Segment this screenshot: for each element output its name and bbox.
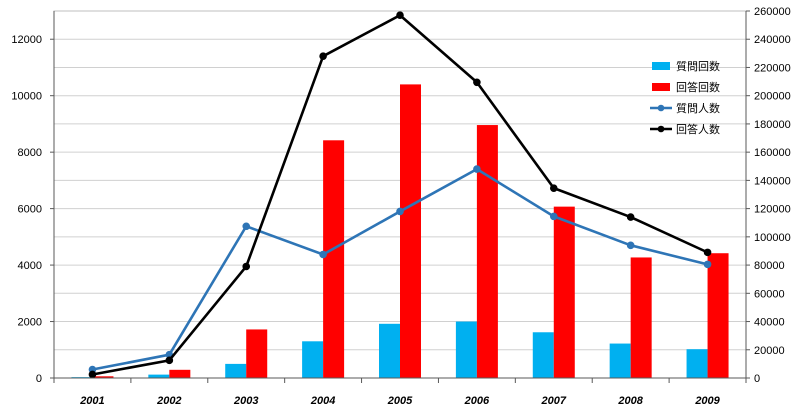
bar-series — [71, 84, 729, 379]
line-point — [473, 165, 481, 173]
bar — [553, 206, 575, 378]
y-right-tick-label: 200000 — [754, 91, 791, 103]
y-left-tick-label: 12000 — [11, 34, 42, 46]
line-point — [549, 184, 558, 192]
axes: 0200040006000800010000120000200004000060… — [11, 6, 790, 407]
line-point — [319, 52, 327, 60]
legend-label: 質問人数 — [676, 101, 720, 115]
y-right-tick-label: 140000 — [754, 175, 791, 187]
bar — [379, 323, 400, 378]
y-right-tick-label: 240000 — [754, 34, 791, 46]
bar — [246, 329, 268, 378]
line-point — [703, 260, 712, 269]
bar — [225, 363, 247, 378]
y-left-tick-label: 2000 — [18, 317, 42, 329]
x-tick-label: 2006 — [464, 395, 490, 407]
y-right-tick-label: 60000 — [754, 288, 785, 300]
bar — [400, 84, 421, 379]
legend-label: 回答回数 — [676, 80, 720, 94]
y-right-tick-label: 160000 — [754, 147, 791, 159]
bar — [476, 125, 498, 378]
bar — [148, 374, 170, 378]
bar — [92, 376, 114, 378]
line-series — [88, 11, 712, 379]
y-right-tick-label: 80000 — [754, 260, 785, 272]
y-right-tick-label: 180000 — [754, 119, 791, 131]
x-tick-label: 2002 — [156, 395, 181, 407]
y-left-tick-label: 8000 — [18, 147, 42, 159]
x-tick-label: 2004 — [310, 395, 335, 407]
line-point — [88, 370, 97, 379]
legend-marker — [657, 125, 665, 133]
line-point — [626, 213, 635, 221]
legend-label: 回答人数 — [676, 122, 720, 136]
legend-marker — [657, 104, 665, 112]
bar — [455, 321, 477, 378]
bar — [302, 341, 324, 378]
y-right-tick-label: 40000 — [754, 317, 785, 329]
y-left-tick-label: 4000 — [18, 260, 42, 272]
y-left-tick-label: 6000 — [18, 204, 42, 216]
y-right-tick-label: 260000 — [754, 6, 791, 18]
line-point — [396, 207, 404, 216]
line-point — [396, 11, 404, 20]
x-tick-label: 2003 — [233, 395, 258, 407]
bar — [532, 332, 554, 378]
y-left-tick-label: 0 — [36, 373, 42, 385]
bar — [630, 257, 652, 378]
y-right-tick-label: 0 — [754, 373, 760, 385]
legend-swatch — [652, 83, 670, 91]
y-right-tick-label: 120000 — [754, 204, 791, 216]
bar — [609, 343, 631, 378]
line-point — [549, 212, 558, 221]
line-point — [703, 248, 712, 257]
line-point — [165, 356, 174, 365]
x-tick-label: 2005 — [387, 395, 413, 407]
line-point — [473, 78, 481, 87]
line-point — [626, 241, 635, 250]
line-point — [319, 250, 327, 259]
x-tick-label: 2009 — [694, 395, 720, 407]
line-point — [242, 222, 251, 231]
y-right-tick-label: 100000 — [754, 232, 791, 244]
y-right-tick-label: 220000 — [754, 62, 791, 74]
bar — [169, 369, 191, 378]
y-right-tick-label: 20000 — [754, 345, 785, 357]
bar — [686, 349, 708, 378]
line-point — [242, 262, 251, 271]
x-tick-label: 2008 — [617, 395, 643, 407]
x-tick-label: 2007 — [541, 395, 567, 407]
bar — [323, 140, 345, 378]
bar — [707, 253, 729, 378]
legend-swatch — [652, 62, 670, 70]
x-tick-label: 2001 — [79, 395, 104, 407]
legend-label: 質問回数 — [676, 59, 720, 73]
y-left-tick-label: 10000 — [11, 91, 42, 103]
